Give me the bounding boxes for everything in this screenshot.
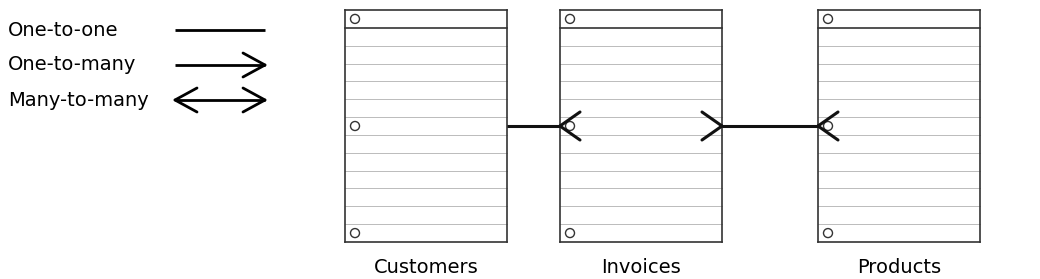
Text: Invoices: Invoices — [601, 258, 681, 277]
Circle shape — [824, 229, 832, 238]
Circle shape — [824, 121, 832, 131]
Circle shape — [566, 15, 574, 23]
Circle shape — [350, 121, 360, 131]
Text: One-to-one: One-to-one — [8, 20, 119, 40]
Circle shape — [566, 229, 574, 238]
Text: Many-to-many: Many-to-many — [8, 90, 149, 109]
Circle shape — [350, 15, 360, 23]
Circle shape — [566, 121, 574, 131]
Circle shape — [350, 229, 360, 238]
Text: Customers: Customers — [373, 258, 478, 277]
Circle shape — [824, 15, 832, 23]
Text: One-to-many: One-to-many — [8, 56, 136, 74]
Text: Products: Products — [857, 258, 941, 277]
